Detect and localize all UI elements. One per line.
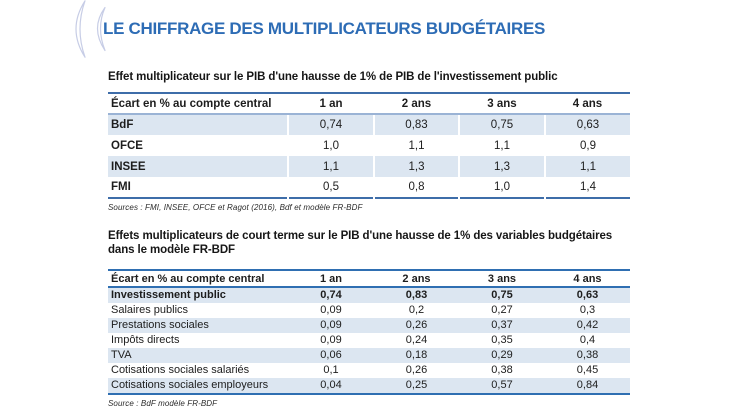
cell-value: 0,45 bbox=[576, 364, 599, 376]
table-row: BdF 0,74 0,83 0,75 0,63 bbox=[108, 114, 630, 135]
row-label: BdF bbox=[108, 114, 288, 135]
table-row: Cotisations sociales salariés 0,1 0,26 0,38… bbox=[108, 363, 630, 378]
cell-value: 1,0 bbox=[458, 177, 545, 198]
row-label: Prestations sociales bbox=[108, 318, 288, 333]
table-frbdf-variables: Écart en % au compte central 1 an 2 ans … bbox=[108, 269, 630, 395]
cell-value: 0,75 bbox=[459, 287, 545, 303]
cell-value: 0,24 bbox=[405, 334, 428, 346]
cell-value: 0,63 bbox=[545, 287, 630, 303]
table-row: Cotisations sociales employeurs 0,04 0,25 0… bbox=[108, 378, 630, 394]
table-row: Investissement public 0,74 0,83 0,75 0,63 bbox=[108, 287, 630, 303]
row-label: Cotisations sociales salariés bbox=[111, 364, 250, 376]
column-header: 1 an bbox=[288, 93, 374, 115]
cell-value: 0,84 bbox=[545, 378, 630, 394]
table1-source-note: Sources : FMI, INSEE, OFCE et Ragot (201… bbox=[108, 203, 363, 212]
cell-value: 1,4 bbox=[544, 177, 630, 198]
column-header: 2 ans bbox=[374, 93, 459, 115]
cell-value: 0,26 bbox=[405, 364, 428, 376]
column-header: 3 ans bbox=[459, 270, 545, 288]
cell-value: 0,06 bbox=[288, 348, 374, 363]
table-pib-investment: Écart en % au compte central 1 an 2 ans … bbox=[108, 92, 630, 199]
page-title: LE CHIFFRAGE DES MULTIPLICATEURS BUDGÉTA… bbox=[103, 19, 546, 38]
cell-value: 0,5 bbox=[287, 177, 374, 198]
column-header: 3 ans bbox=[459, 93, 545, 115]
cell-value: 0,09 bbox=[320, 334, 342, 346]
double-crescent-logo bbox=[60, 0, 116, 63]
cell-value: 1,3 bbox=[458, 156, 545, 177]
table2-caption-line2: dans le modèle FR-BDF bbox=[108, 244, 235, 256]
row-label: Salaires publics bbox=[111, 304, 189, 316]
cell-value: 0,83 bbox=[374, 287, 459, 303]
cell-value: 1,1 bbox=[287, 156, 374, 177]
table-row: Salaires publics 0,09 0,2 0,27 0,3 bbox=[108, 303, 630, 318]
table-row: Impôts directs 0,09 0,24 0,35 0,4 bbox=[108, 333, 630, 348]
cell-value: 0,27 bbox=[491, 304, 513, 316]
table2-caption-line1: Effets multiplicateurs de court terme su… bbox=[108, 230, 613, 242]
row-label: FMI bbox=[111, 181, 131, 193]
cell-value: 0,9 bbox=[544, 135, 630, 156]
table1-caption: Effet multiplicateur sur le PIB d'une ha… bbox=[108, 71, 558, 83]
row-label: TVA bbox=[108, 348, 288, 363]
cell-value: 0,74 bbox=[287, 114, 374, 135]
cell-value: 1,1 bbox=[458, 135, 545, 156]
table1-header-row: Écart en % au compte central 1 an 2 ans … bbox=[108, 93, 630, 115]
cell-value: 0,09 bbox=[288, 318, 374, 333]
cell-value: 0,18 bbox=[374, 348, 459, 363]
row-label: OFCE bbox=[111, 139, 143, 152]
row-label: Cotisations sociales employeurs bbox=[108, 378, 288, 394]
cell-value: 1,3 bbox=[373, 156, 459, 177]
row-label: Impôts directs bbox=[111, 334, 180, 346]
table2-header-row: Écart en % au compte central 1 an 2 ans … bbox=[108, 270, 630, 288]
row-label: Investissement public bbox=[108, 287, 288, 303]
cell-value: 0,1 bbox=[323, 364, 339, 376]
cell-value: 0,4 bbox=[579, 334, 596, 346]
cell-value: 0,63 bbox=[544, 114, 630, 135]
column-header: Écart en % au compte central bbox=[108, 270, 288, 288]
cell-value: 0,8 bbox=[373, 177, 459, 198]
cell-value: 0,35 bbox=[491, 334, 513, 346]
table2-source-note: Source : BdF modèle FR-BDF bbox=[108, 399, 218, 408]
column-header: 2 ans bbox=[374, 270, 459, 288]
column-header: 4 ans bbox=[545, 270, 630, 288]
cell-value: 0,04 bbox=[288, 378, 374, 394]
cell-value: 0,42 bbox=[545, 318, 630, 333]
cell-value: 0,25 bbox=[374, 378, 459, 394]
cell-value: 1,0 bbox=[287, 135, 374, 156]
cell-value: 0,57 bbox=[459, 378, 545, 394]
content-area: Effet multiplicateur sur le PIB d'une ha… bbox=[108, 70, 638, 409]
cell-value: 0,09 bbox=[320, 304, 342, 316]
cell-value: 0,38 bbox=[545, 348, 630, 363]
cell-value: 0,3 bbox=[579, 304, 596, 316]
cell-value: 0,83 bbox=[373, 114, 459, 135]
table2-caption: Effets multiplicateurs de court terme su… bbox=[108, 229, 638, 257]
cell-value: 0,26 bbox=[374, 318, 459, 333]
table-row: INSEE 1,1 1,3 1,3 1,1 bbox=[108, 156, 630, 177]
cell-value: 1,1 bbox=[544, 156, 630, 177]
cell-value: 0,75 bbox=[458, 114, 545, 135]
cell-value: 0,38 bbox=[491, 364, 513, 376]
cell-value: 0,2 bbox=[408, 304, 425, 316]
table-row: Prestations sociales 0,09 0,26 0,37 0,42 bbox=[108, 318, 630, 333]
column-header: 4 ans bbox=[545, 93, 630, 115]
column-header: Écart en % au compte central bbox=[108, 93, 288, 115]
column-header: 1 an bbox=[288, 270, 374, 288]
table-row: FMI 0,5 0,8 1,0 1,4 bbox=[108, 177, 630, 198]
cell-value: 0,37 bbox=[459, 318, 545, 333]
cell-value: 0,74 bbox=[288, 287, 374, 303]
table-row: OFCE 1,0 1,1 1,1 0,9 bbox=[108, 135, 630, 156]
cell-value: 0,29 bbox=[459, 348, 545, 363]
table-row: TVA 0,06 0,18 0,29 0,38 bbox=[108, 348, 630, 363]
row-label: INSEE bbox=[108, 156, 288, 177]
cell-value: 1,1 bbox=[373, 135, 459, 156]
